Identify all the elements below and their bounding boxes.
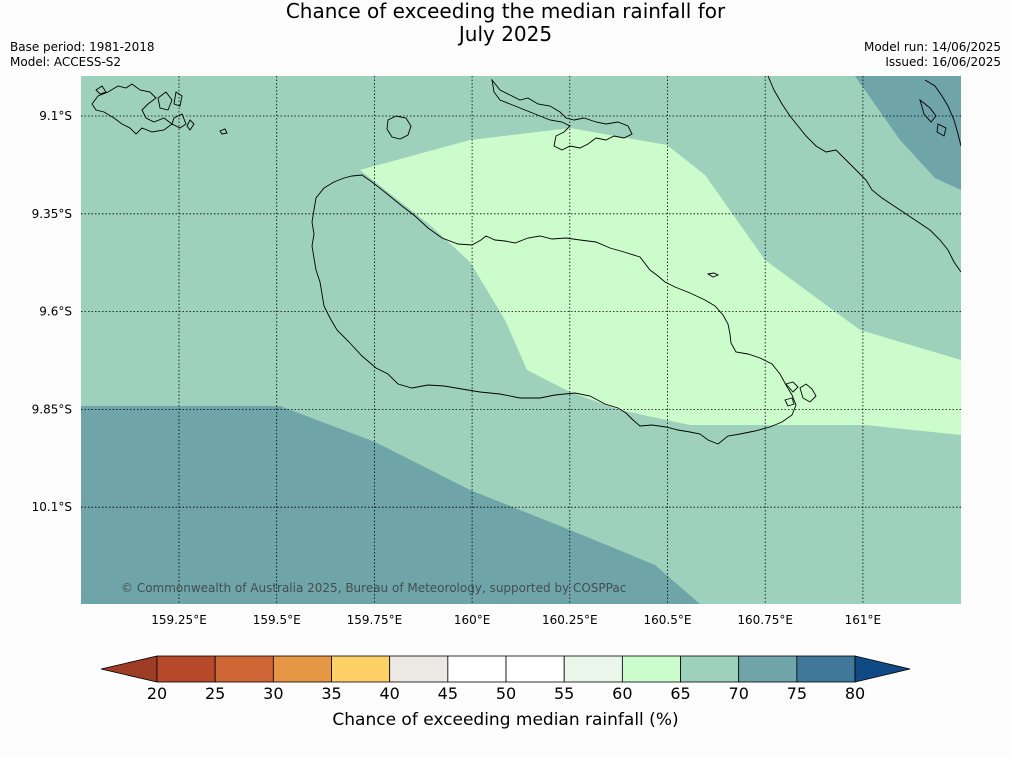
colorbar-extend-high <box>854 655 911 683</box>
colorbar-tick-label: 60 <box>612 684 632 703</box>
colorbar-swatch <box>331 655 391 683</box>
colorbar-tick-label: 35 <box>321 684 341 703</box>
colorbar-swatch <box>447 655 507 683</box>
colorbar-extend-low <box>100 655 158 683</box>
coast-savo <box>386 115 412 140</box>
model-name: Model: ACCESS-S2 <box>10 55 122 69</box>
colorbar-tick-label: 20 <box>147 684 167 703</box>
issued-date: Issued: 16/06/2025 <box>885 55 1001 69</box>
longitude-tick-label: 160.25°E <box>542 613 598 627</box>
longitude-tick-label: 159.5°E <box>253 613 301 627</box>
colorbar-swatch <box>389 655 449 683</box>
title-line-2: July 2025 <box>458 22 553 46</box>
colorbar-tick-label: 45 <box>438 684 458 703</box>
colorbar-swatch <box>505 655 565 683</box>
graticule <box>81 76 961 604</box>
colorbar-tick-label: 80 <box>845 684 865 703</box>
coast-small-island-2 <box>219 128 228 135</box>
colorbar-swatch <box>563 655 623 683</box>
colorbar-swatch <box>680 655 740 683</box>
colorbar-tick-label: 40 <box>380 684 400 703</box>
longitude-tick-label: 160.75°E <box>737 613 793 627</box>
colorbar-tick-label: 55 <box>554 684 574 703</box>
colorbar-swatch <box>156 655 216 683</box>
copyright-notice: © Commonwealth of Australia 2025, Bureau… <box>121 581 626 595</box>
colorbar-tick-labels: 20 25 30 35 40 45 50 55 60 65 70 75 80 <box>147 684 865 703</box>
zone-70-75-southwest <box>81 406 700 604</box>
colorbar-label: Chance of exceeding median rainfall (%) <box>332 710 679 730</box>
coast-florida-islands <box>91 83 195 135</box>
colorbar-tick-label: 50 <box>496 684 516 703</box>
longitude-tick-label: 159.25°E <box>151 613 207 627</box>
zone-60-65 <box>360 128 961 435</box>
colorbar-tick-label: 30 <box>263 684 283 703</box>
longitude-tick-label: 159.75°E <box>347 613 403 627</box>
coast-guadalcanal <box>311 174 797 445</box>
longitude-labels: 159.25°E 159.5°E 159.75°E 160°E 160.25°E 160.… <box>151 613 881 627</box>
meta-left: Base period: 1981-2018 Model: ACCESS-S2 <box>10 40 155 70</box>
colorbar-tick-label: 25 <box>205 684 225 703</box>
longitude-tick-label: 161°E <box>845 613 882 627</box>
coast-malaita-east <box>767 76 961 273</box>
colorbar-tick-label: 75 <box>787 684 807 703</box>
longitude-tick-label: 160°E <box>454 613 491 627</box>
zone-70-75-northeast <box>855 76 961 190</box>
colorbar-swatch <box>738 655 798 683</box>
map-area: © Commonwealth of Australia 2025, Bureau… <box>81 76 961 604</box>
colorbar-tick-label: 70 <box>729 684 749 703</box>
latitude-tick-label: 9.6°S <box>39 305 72 319</box>
colorbar-tick-label: 65 <box>670 684 690 703</box>
latitude-tick-label: 9.35°S <box>32 207 72 221</box>
title-line-1: Chance of exceeding the median rainfall … <box>285 0 726 23</box>
base-period: Base period: 1981-2018 <box>10 40 155 54</box>
colorbar-swatch <box>214 655 274 683</box>
latitude-tick-label: 9.1°S <box>39 109 72 123</box>
coast-small-island-1 <box>706 272 720 278</box>
colorbar-swatch <box>272 655 332 683</box>
colorbar-swatch <box>621 655 681 683</box>
coast-east-islands <box>919 79 961 147</box>
longitude-tick-label: 160.5°E <box>644 613 692 627</box>
latitude-tick-label: 9.85°S <box>32 402 72 416</box>
model-run: Model run: 14/06/2025 <box>863 40 1001 54</box>
latitude-tick-label: 10.1°S <box>32 500 72 514</box>
colorbar-swatch <box>796 655 856 683</box>
meta-right: Model run: 14/06/2025 Issued: 16/06/2025 <box>864 40 1001 70</box>
coast-marau-islets <box>784 381 817 407</box>
map-title: Chance of exceeding the median rainfall … <box>0 0 1011 46</box>
colorbar <box>100 655 911 683</box>
latitude-labels: 9.1°S 9.35°S 9.6°S 9.85°S 10.1°S <box>32 109 72 514</box>
